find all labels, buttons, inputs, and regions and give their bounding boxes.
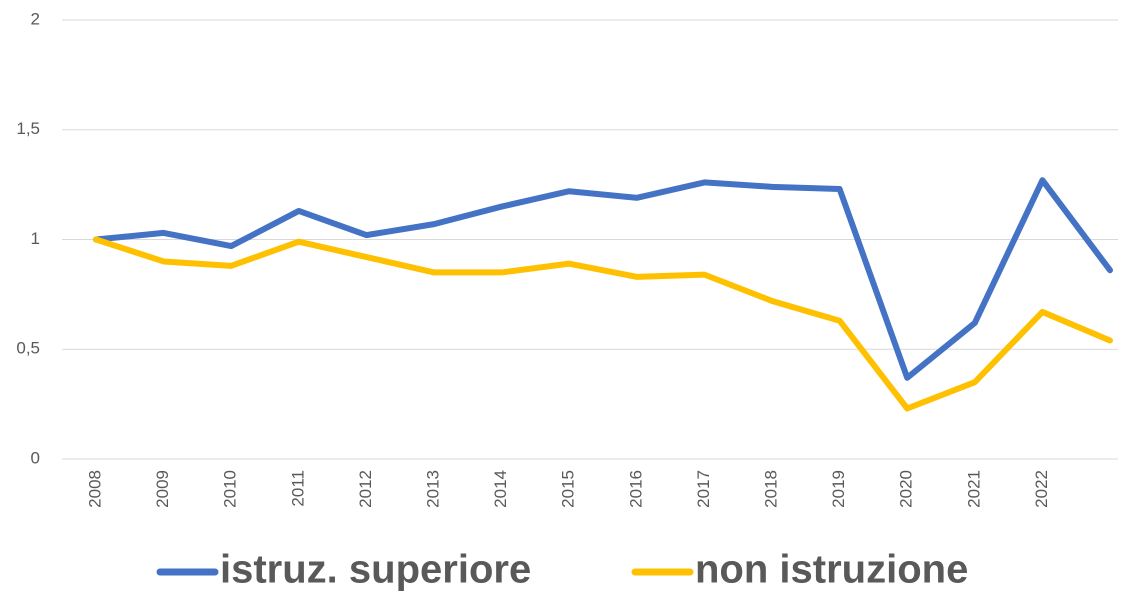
x-tick-label: 2015 — [559, 470, 578, 508]
series-line — [93, 177, 1113, 381]
y-tick-label: 0 — [31, 448, 40, 467]
x-tick-label: 2022 — [1032, 470, 1051, 508]
x-tick-label: 2019 — [829, 470, 848, 508]
x-tick-label: 2018 — [761, 470, 780, 508]
legend-label: istruz. superiore — [220, 548, 531, 592]
y-tick-label: 1,5 — [16, 119, 40, 138]
series-line — [93, 236, 1113, 412]
y-tick-label: 0,5 — [16, 339, 40, 358]
legend-label: non istruzione — [695, 548, 968, 592]
x-tick-label: 2020 — [897, 470, 916, 508]
x-tick-label: 2016 — [626, 470, 645, 508]
x-tick-label: 2021 — [964, 470, 983, 508]
x-tick-label: 2011 — [288, 470, 307, 507]
x-tick-label: 2017 — [694, 470, 713, 508]
x-tick-label: 2012 — [356, 470, 375, 508]
x-tick-label: 2010 — [221, 470, 240, 508]
x-tick-label: 2009 — [153, 470, 172, 508]
x-tick-label: 2013 — [423, 470, 442, 508]
y-tick-label: 2 — [31, 9, 40, 28]
x-tick-label: 2014 — [491, 470, 510, 508]
x-tick-label: 2008 — [85, 470, 104, 508]
y-tick-label: 1 — [31, 229, 40, 248]
